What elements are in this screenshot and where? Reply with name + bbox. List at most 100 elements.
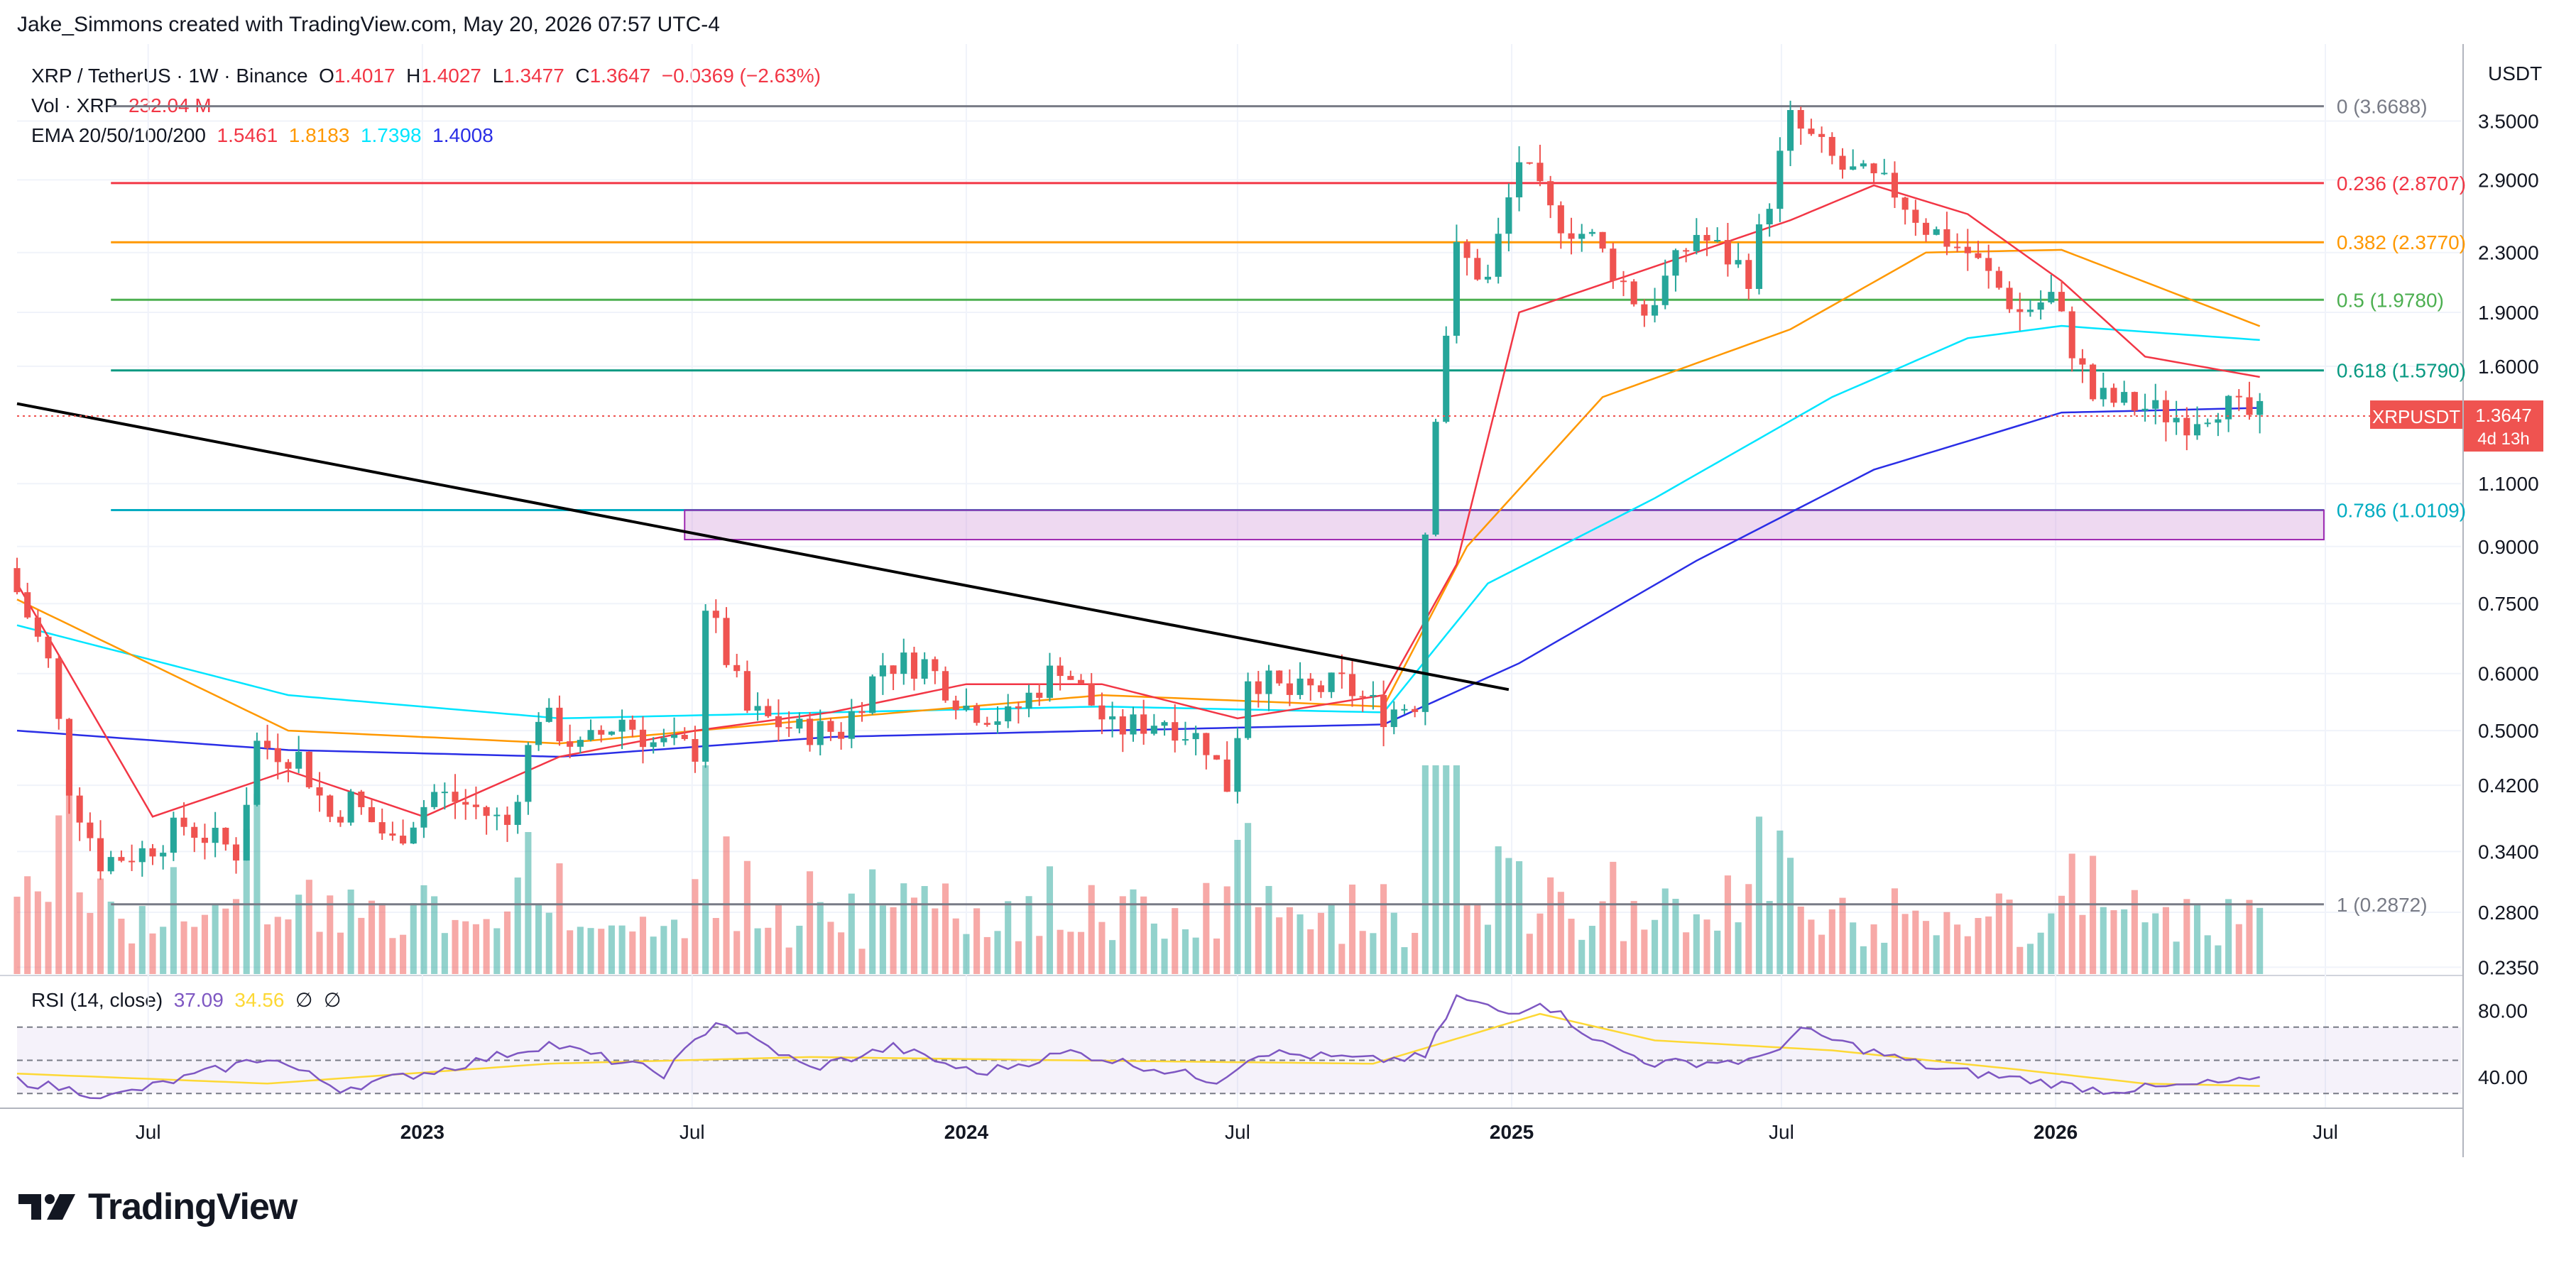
volume-bar [1359,931,1366,974]
volume-bar [1338,944,1346,974]
volume-bar [2152,913,2159,974]
volume-legend[interactable]: Vol · XRP 232.04 M [31,91,821,121]
volume-bar [1245,823,1252,974]
candle-body [2068,311,2075,359]
volume-bar [1161,939,1168,974]
time-tick-label: Jul [1769,1121,1794,1143]
candle-body [493,814,501,816]
candle-body [1172,722,1179,741]
candle-body [973,705,981,723]
candle-body [431,792,438,807]
candle-body [1652,305,1659,316]
volume-bar [368,900,376,974]
candle-body [785,727,792,729]
volume-bar [1223,886,1230,974]
candle-body [1474,258,1481,280]
volume-bar [1181,929,1189,974]
volume-bar [1172,908,1179,974]
candle-body [274,748,281,762]
candle-body [1286,683,1293,695]
candle-body [1067,676,1074,680]
volume-bar [1421,765,1429,974]
candle-body [1348,674,1356,696]
brand-name: TradingView [88,1186,298,1228]
time-tick-label: 2023 [400,1121,444,1143]
candle-body [55,658,62,719]
candle-body [243,804,250,861]
volume-bar [2215,945,2222,974]
candle-body [1777,151,1784,209]
time-axis: Jul 2023 Jul 2024 Jul 2025 Jul 2026 Jul [136,1121,2338,1143]
time-tick-label: Jul [680,1121,705,1143]
volume-bar [400,934,407,974]
candle-body [900,652,907,674]
open-value: 1.4017 [334,65,395,87]
ema100-value: 1.7398 [360,124,422,146]
symbol-tag-bg [2370,400,2462,430]
volume-bar [1150,923,1157,974]
candle-body [1025,692,1032,709]
volume-bar [149,933,156,974]
volume-bar [869,869,876,974]
volume-bar [1547,877,1554,974]
volume-bar [358,917,365,974]
volume-bar [2173,941,2180,974]
symbol-label[interactable]: XRP / TetherUS · 1W · Binance [31,65,308,87]
volume-bar [420,885,427,974]
volume-bar [472,924,479,974]
candle-body [1588,231,1595,234]
volume-bar [431,896,438,974]
candle-body [2058,292,2065,312]
volume-bar [2100,907,2107,974]
candle-body [1547,181,1554,206]
candle-body [1641,304,1648,316]
candle-body [983,723,990,725]
tradingview-logo[interactable]: TradingView [18,1186,298,1228]
price-tick-label: 2.3000 [2478,242,2539,264]
candle-body [1119,716,1126,735]
volume-bar [160,926,167,974]
rsi-legend[interactable]: RSI (14, close) 37.09 34.56 ∅ ∅ [31,988,341,1012]
volume-bar [222,908,229,974]
price-tick-label: 3.5000 [2478,110,2539,132]
candle-body [1683,250,1690,252]
candle-body [910,652,918,679]
candle-body [765,706,772,716]
currency-label[interactable]: USDT [2488,62,2543,84]
candle-body [1036,692,1043,698]
volume-bar [1005,901,1012,974]
candle-body [1484,276,1492,280]
candle-body [2173,417,2180,422]
candle-body [1954,246,1961,248]
candle-body [253,740,261,805]
volume-bar [1495,846,1502,974]
volume-bar [1850,922,1857,974]
candle-body [743,671,751,711]
volume-bar [806,871,814,974]
candle-body [1192,733,1199,740]
rsi-hidden-icon[interactable]: ∅ [295,989,313,1011]
candle-body [1661,275,1669,305]
candle-body [1839,155,1846,170]
volume-bar [1057,929,1064,974]
volume-bar [1745,884,1752,974]
volume-bar [232,899,240,974]
volume-bar [1077,931,1085,974]
candle-body [796,718,803,729]
candle-body [921,659,928,679]
candle-body [952,700,959,710]
volume-bar [2256,907,2264,974]
rsi-ma-hidden-icon[interactable]: ∅ [323,989,342,1011]
volume-bar [65,768,73,974]
candle-body [1130,714,1137,735]
candle-body [170,817,177,853]
candle-body [514,802,521,825]
ema-legend[interactable]: EMA 20/50/100/200 1.5461 1.8183 1.7398 1… [31,121,821,151]
candle-body [1995,270,2002,288]
volume-bar [1610,861,1617,974]
volume-bar [577,926,584,974]
candle-body [305,751,312,787]
candle-body [1213,755,1221,760]
volume-bar [212,904,219,974]
candle-body [389,833,396,836]
